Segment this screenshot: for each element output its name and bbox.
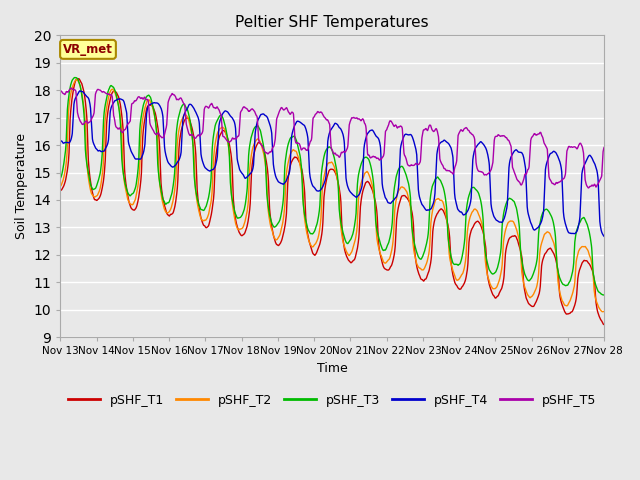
pSHF_T2 [321, 169, 329, 175]
pSHF_T1 [84, 157, 92, 163]
pSHF_T2 [56, 183, 64, 189]
Line: pSHF_T1: pSHF_T1 [60, 79, 604, 324]
Title: Peltier SHF Temperatures: Peltier SHF Temperatures [236, 15, 429, 30]
Line: pSHF_T3: pSHF_T3 [60, 77, 604, 295]
pSHF_T2 [585, 250, 593, 255]
pSHF_T5 [321, 115, 329, 121]
pSHF_T4 [585, 153, 593, 159]
pSHF_T3 [584, 226, 592, 231]
pSHF_T4 [84, 95, 92, 101]
pSHF_T4 [307, 177, 314, 182]
pSHF_T4 [321, 178, 329, 184]
Legend: pSHF_T1, pSHF_T2, pSHF_T3, pSHF_T4, pSHF_T5: pSHF_T1, pSHF_T2, pSHF_T3, pSHF_T4, pSHF… [63, 389, 601, 412]
Y-axis label: Soil Temperature: Soil Temperature [15, 133, 28, 239]
pSHF_T5 [307, 138, 314, 144]
pSHF_T1 [56, 188, 64, 193]
pSHF_T4 [485, 158, 493, 164]
pSHF_T5 [67, 85, 75, 91]
Line: pSHF_T2: pSHF_T2 [60, 80, 604, 312]
pSHF_T4 [76, 88, 84, 94]
pSHF_T2 [307, 242, 314, 248]
pSHF_T2 [485, 276, 493, 282]
pSHF_T3 [71, 74, 79, 80]
pSHF_T3 [84, 170, 92, 176]
pSHF_T3 [600, 292, 608, 298]
pSHF_T3 [56, 175, 64, 181]
pSHF_T1 [307, 243, 314, 249]
pSHF_T3 [321, 150, 329, 156]
pSHF_T4 [600, 234, 608, 240]
Line: pSHF_T4: pSHF_T4 [60, 91, 604, 237]
X-axis label: Time: Time [317, 362, 348, 375]
pSHF_T5 [84, 120, 92, 126]
pSHF_T2 [73, 77, 81, 83]
pSHF_T2 [598, 309, 606, 314]
pSHF_T1 [600, 322, 608, 327]
pSHF_T1 [74, 76, 82, 82]
Text: VR_met: VR_met [63, 43, 113, 56]
pSHF_T5 [585, 185, 593, 191]
pSHF_T1 [321, 185, 329, 191]
pSHF_T5 [485, 170, 493, 176]
pSHF_T3 [485, 266, 493, 272]
pSHF_T1 [585, 261, 593, 266]
pSHF_T3 [600, 292, 607, 298]
pSHF_T1 [584, 260, 592, 266]
pSHF_T5 [56, 88, 64, 94]
pSHF_T2 [600, 309, 608, 314]
pSHF_T3 [585, 227, 593, 232]
pSHF_T3 [307, 231, 314, 237]
pSHF_T4 [56, 138, 64, 144]
pSHF_T5 [584, 185, 592, 191]
pSHF_T5 [585, 185, 593, 191]
pSHF_T4 [584, 154, 592, 159]
pSHF_T5 [600, 144, 608, 150]
pSHF_T2 [584, 249, 592, 254]
pSHF_T2 [84, 175, 92, 180]
pSHF_T1 [485, 280, 493, 286]
Line: pSHF_T5: pSHF_T5 [60, 88, 604, 188]
